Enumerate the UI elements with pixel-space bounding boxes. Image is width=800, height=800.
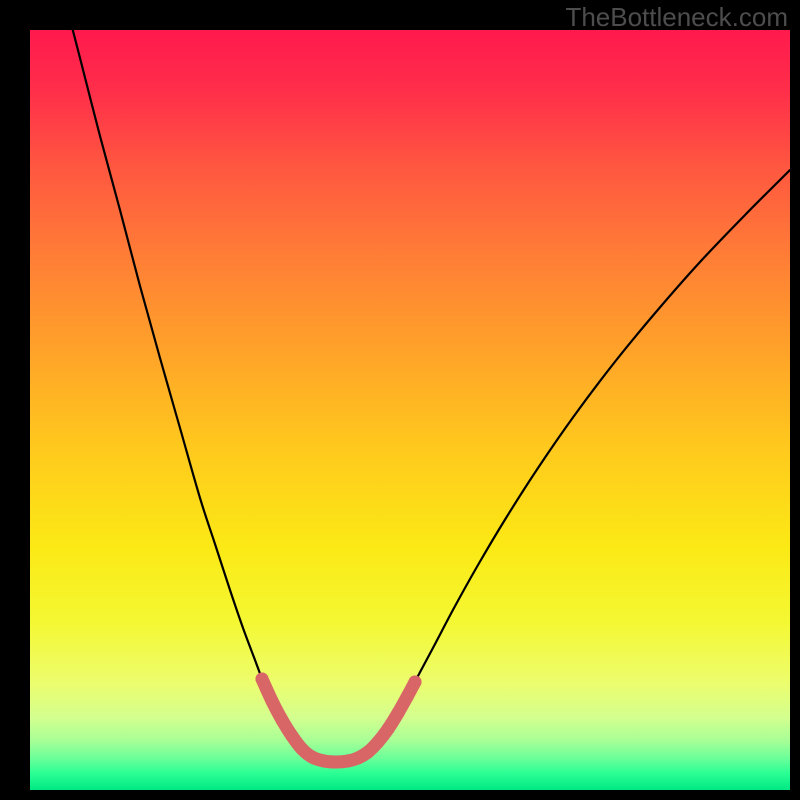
highlight-dot bbox=[330, 756, 343, 769]
highlight-dot bbox=[286, 730, 299, 743]
highlight-segment bbox=[256, 673, 422, 769]
highlight-dot bbox=[256, 673, 269, 686]
highlight-dot bbox=[382, 723, 395, 736]
bottleneck-curve bbox=[65, 0, 790, 762]
highlight-dot bbox=[306, 751, 319, 764]
highlight-dot bbox=[362, 746, 375, 759]
highlight-dot bbox=[409, 676, 422, 689]
highlight-dot bbox=[276, 714, 289, 727]
highlight-dot bbox=[266, 695, 279, 708]
highlight-dot bbox=[401, 691, 414, 704]
highlight-dot bbox=[372, 736, 385, 749]
highlight-dot bbox=[392, 707, 405, 720]
curve-layer bbox=[0, 0, 800, 800]
watermark-text: TheBottleneck.com bbox=[565, 2, 788, 33]
highlight-dot bbox=[318, 755, 331, 768]
